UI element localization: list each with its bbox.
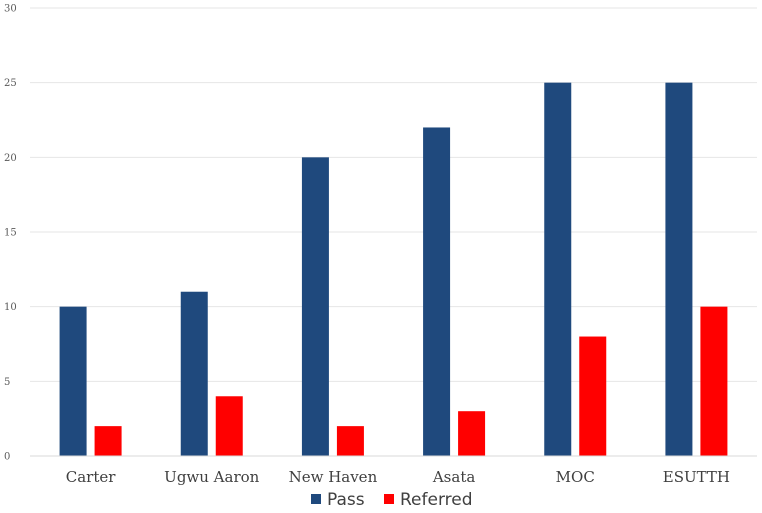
bar-referred-moc — [579, 336, 607, 456]
y-tick-label-25: 25 — [4, 78, 17, 89]
x-tick-label-moc: MOC — [556, 468, 595, 486]
x-tick-label-ugwu-aaron: Ugwu Aaron — [164, 468, 259, 486]
y-tick-label-15: 15 — [4, 228, 17, 239]
x-tick-label-esutth: ESUTTH — [663, 468, 730, 486]
x-tick-label-new-haven: New Haven — [289, 468, 378, 486]
bar-pass-esutth — [665, 82, 693, 457]
y-tick-label-0: 0 — [4, 452, 10, 463]
legend-label-referred: Referred — [400, 490, 473, 510]
bar-referred-asata — [458, 411, 486, 456]
y-tick-label-10: 10 — [4, 302, 17, 313]
y-axis-ticks: 0 5 10 15 20 25 30 — [4, 4, 17, 463]
bar-pass-asata — [423, 127, 451, 456]
x-tick-label-asata: Asata — [432, 468, 476, 486]
bar-pass-ugwu-aaron — [180, 291, 208, 456]
legend-label-pass: Pass — [327, 490, 365, 510]
bar-pass-moc — [544, 82, 572, 457]
bar-referred-new-haven — [336, 426, 364, 456]
bar-referred-carter — [94, 426, 122, 456]
legend-swatch-pass — [311, 494, 321, 504]
y-tick-label-5: 5 — [4, 377, 10, 388]
bar-referred-ugwu-aaron — [215, 396, 243, 456]
bar-pass-new-haven — [301, 157, 329, 457]
y-tick-label-30: 30 — [4, 4, 17, 15]
bar-pass-carter — [59, 306, 87, 456]
gridlines — [30, 7, 757, 382]
x-tick-label-carter: Carter — [66, 468, 116, 486]
bar-referred-esutth — [700, 306, 728, 456]
bars — [59, 82, 728, 457]
x-axis-categories: Carter Ugwu Aaron New Haven Asata MOC ESUTTH — [66, 468, 730, 486]
legend-swatch-referred — [384, 494, 394, 504]
legend: Pass Referred — [311, 490, 473, 510]
y-tick-label-20: 20 — [4, 153, 17, 164]
